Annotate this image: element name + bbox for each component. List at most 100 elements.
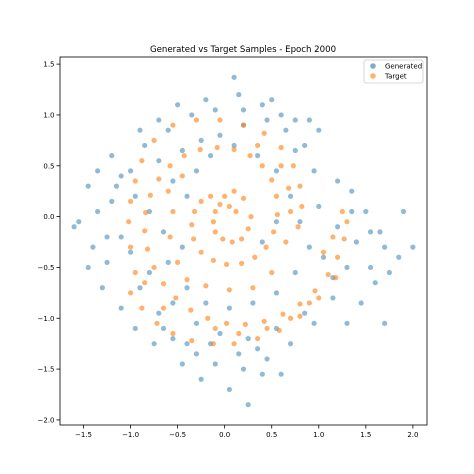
point-generated: [165, 127, 171, 133]
point-generated: [372, 280, 378, 286]
x-tick-label: −1.5: [75, 431, 92, 439]
point-target: [286, 185, 292, 191]
point-generated: [179, 361, 185, 367]
point-generated: [132, 325, 138, 332]
point-generated: [236, 92, 242, 98]
point-generated: [156, 117, 162, 123]
y-axis: −2.0 −1.5 −1.0 −0.5 0.0 0.5 1.0 1.5: [38, 61, 60, 424]
point-target: [290, 163, 296, 169]
point-generated: [297, 219, 303, 225]
point-target: [170, 208, 176, 215]
point-target: [325, 271, 331, 278]
point-target: [156, 176, 162, 182]
point-generated: [127, 168, 134, 174]
point-generated: [71, 224, 77, 230]
point-generated: [292, 269, 298, 276]
point-generated: [287, 341, 294, 347]
point-target: [273, 193, 280, 199]
point-target: [261, 130, 267, 136]
point-generated: [179, 244, 185, 250]
point-generated: [292, 117, 298, 123]
point-generated: [335, 178, 341, 184]
point-target: [239, 260, 245, 266]
point-target: [295, 224, 301, 230]
point-target: [223, 261, 230, 267]
point-generated: [184, 341, 190, 347]
point-generated: [316, 127, 322, 133]
point-target: [269, 269, 275, 276]
point-generated: [193, 320, 200, 326]
point-target: [193, 117, 200, 123]
point-generated: [104, 234, 110, 240]
point-generated: [302, 310, 308, 316]
point-generated: [240, 366, 247, 372]
point-generated: [160, 325, 167, 332]
point-target: [278, 163, 284, 169]
point-target: [333, 275, 339, 281]
data-points-layer: [71, 74, 416, 408]
point-target: [274, 211, 280, 218]
point-generated: [137, 127, 143, 133]
point-target: [283, 239, 289, 245]
point-generated: [179, 147, 185, 154]
y-tick-label: −1.5: [38, 366, 55, 374]
point-target: [132, 269, 138, 276]
point-target: [287, 315, 294, 321]
point-target: [287, 208, 294, 215]
point-generated: [118, 173, 124, 179]
point-generated: [137, 285, 143, 291]
point-generated: [165, 259, 171, 265]
point-generated: [95, 208, 101, 215]
point-generated: [118, 234, 124, 240]
point-generated: [278, 112, 284, 118]
point-target: [233, 208, 239, 215]
point-target: [316, 295, 322, 301]
point-target: [220, 236, 226, 242]
point-generated: [203, 97, 209, 103]
x-axis: −1.5 −1.0 −0.5 0.0 0.5 1.0 1.5 2.0: [75, 425, 418, 439]
point-generated: [118, 305, 124, 311]
point-generated: [264, 117, 270, 123]
point-generated: [236, 351, 242, 357]
y-tick-label: −1.0: [38, 315, 55, 323]
point-generated: [132, 193, 138, 199]
point-generated: [358, 300, 364, 306]
point-generated: [175, 102, 181, 108]
point-generated: [320, 254, 327, 260]
series-generated: [71, 74, 416, 408]
point-target: [181, 153, 187, 159]
point-target: [312, 288, 318, 294]
point-target: [189, 222, 195, 228]
point-generated: [113, 183, 120, 189]
point-target: [173, 295, 179, 301]
point-generated: [283, 127, 289, 133]
point-target: [335, 254, 341, 260]
point-target: [250, 285, 256, 291]
x-tick-label: 2.0: [407, 431, 418, 439]
point-target: [261, 318, 267, 324]
point-generated: [151, 341, 157, 347]
point-generated: [212, 361, 218, 367]
point-generated: [330, 295, 336, 301]
y-tick-label: 1.0: [43, 111, 54, 119]
point-generated: [212, 107, 218, 113]
point-target: [197, 146, 203, 153]
point-target: [203, 283, 209, 289]
legend-marker-generated: [370, 63, 376, 69]
y-tick-label: 1.5: [43, 61, 54, 69]
point-target: [212, 229, 218, 235]
point-target: [223, 320, 230, 326]
point-target: [226, 203, 232, 210]
point-target: [217, 201, 223, 207]
point-generated: [273, 168, 280, 174]
x-tick-label: 1.5: [360, 431, 371, 439]
point-target: [210, 257, 216, 263]
point-generated: [259, 239, 265, 245]
point-generated: [104, 259, 110, 265]
point-generated: [198, 137, 204, 143]
point-generated: [99, 285, 105, 291]
point-target: [170, 122, 176, 128]
point-generated: [264, 356, 270, 362]
point-generated: [184, 193, 190, 199]
point-target: [231, 188, 237, 194]
